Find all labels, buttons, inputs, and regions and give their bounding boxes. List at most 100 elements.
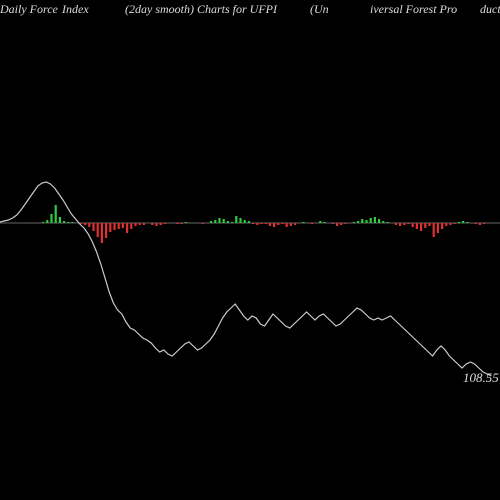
- force-index-bar: [370, 218, 372, 223]
- force-index-bar: [462, 221, 464, 223]
- force-index-bar: [113, 223, 115, 230]
- force-index-bar: [231, 222, 233, 223]
- force-index-bar: [63, 221, 65, 223]
- force-index-bar: [286, 223, 288, 227]
- force-index-bar: [164, 223, 166, 224]
- force-index-bar: [407, 223, 409, 224]
- force-index-bar: [433, 223, 435, 237]
- force-index-bar: [323, 222, 325, 223]
- force-index-bar: [210, 221, 212, 223]
- force-index-bar: [273, 223, 275, 227]
- force-index-bar: [227, 221, 229, 223]
- force-index-bar: [475, 223, 477, 224]
- force-index-bar: [311, 223, 313, 224]
- force-index-bar: [59, 217, 61, 223]
- force-index-bar: [84, 223, 86, 225]
- force-index-bar: [382, 221, 384, 223]
- force-index-bar: [281, 223, 283, 224]
- force-index-bar: [269, 223, 271, 226]
- force-index-bar: [424, 223, 426, 228]
- force-index-bar: [466, 222, 468, 223]
- force-index-bar: [265, 223, 267, 224]
- force-index-bar: [126, 223, 128, 233]
- force-index-bar: [378, 219, 380, 223]
- force-index-bar: [403, 223, 405, 225]
- force-index-bar: [277, 223, 279, 225]
- force-index-bar: [252, 223, 254, 224]
- force-index-bar: [344, 223, 346, 224]
- force-index-bar: [118, 223, 120, 229]
- force-index-bar: [155, 223, 157, 226]
- force-index-bar: [92, 223, 94, 231]
- force-index-bar: [290, 223, 292, 226]
- force-index-bar: [101, 223, 103, 243]
- force-index-bar: [139, 223, 141, 225]
- force-index-bar: [374, 217, 376, 223]
- force-index-bar: [454, 223, 456, 224]
- force-index-bar: [483, 223, 485, 224]
- force-index-bar: [160, 223, 162, 225]
- force-index-bar: [441, 223, 443, 229]
- force-index-bar: [122, 223, 124, 228]
- force-index-bar: [420, 223, 422, 231]
- force-index-bar: [218, 218, 220, 223]
- last-price-label: 108.55: [463, 370, 499, 386]
- force-index-bar: [50, 214, 52, 223]
- force-index-bar: [449, 223, 451, 225]
- force-index-bar: [256, 223, 258, 225]
- force-index-bar: [143, 223, 145, 225]
- force-index-bar: [202, 223, 204, 224]
- force-index-bar: [428, 223, 430, 226]
- price-line: [0, 182, 491, 376]
- force-index-bar: [235, 216, 237, 223]
- title-segment: (2day smooth) Charts for UFPI: [125, 2, 277, 17]
- title-segment: Index: [62, 2, 89, 17]
- force-index-bar: [353, 222, 355, 223]
- force-index-bar: [97, 223, 99, 237]
- title-segment: iversal Forest Pro: [370, 2, 457, 17]
- force-index-bar: [134, 223, 136, 226]
- force-index-bar: [42, 222, 44, 223]
- force-index-bar: [55, 205, 57, 223]
- force-index-bar: [67, 222, 69, 223]
- title-segment: Daily Force: [0, 2, 58, 17]
- force-index-bar: [361, 219, 363, 223]
- force-index-bar: [294, 223, 296, 225]
- force-index-bar: [395, 223, 397, 225]
- force-index-bar: [109, 223, 111, 232]
- force-index-bar: [416, 223, 418, 229]
- force-index-bar: [340, 223, 342, 225]
- force-index-bar: [223, 219, 225, 223]
- force-index-bar: [260, 223, 262, 224]
- chart-root: Daily Force Index (2day smooth) Charts for…: [0, 0, 500, 500]
- force-index-bar: [412, 223, 414, 227]
- force-index-bar: [130, 223, 132, 229]
- force-index-bar: [458, 222, 460, 223]
- force-index-bar: [176, 223, 178, 224]
- force-index-bar: [239, 218, 241, 223]
- force-index-bar: [151, 223, 153, 225]
- force-index-bar: [437, 223, 439, 233]
- chart-svg: [0, 0, 500, 500]
- force-index-bar: [479, 223, 481, 225]
- force-index-bar: [319, 221, 321, 223]
- force-index-bar: [248, 221, 250, 223]
- force-index-bar: [185, 222, 187, 223]
- force-index-bar: [336, 223, 338, 226]
- force-index-bar: [181, 223, 183, 224]
- title-segment: ducts): [480, 2, 500, 17]
- force-index-bar: [46, 220, 48, 223]
- force-index-bar: [399, 223, 401, 226]
- force-index-bar: [357, 221, 359, 223]
- force-index-bar: [88, 223, 90, 227]
- force-index-bar: [214, 220, 216, 223]
- force-index-bar: [244, 220, 246, 223]
- force-index-bar: [386, 222, 388, 223]
- force-index-bar: [445, 223, 447, 226]
- force-index-bar: [302, 222, 304, 223]
- force-index-bar: [71, 222, 73, 223]
- force-index-bar: [332, 223, 334, 224]
- title-segment: (Un: [310, 2, 329, 17]
- force-index-bar: [105, 223, 107, 238]
- force-index-bar: [365, 220, 367, 223]
